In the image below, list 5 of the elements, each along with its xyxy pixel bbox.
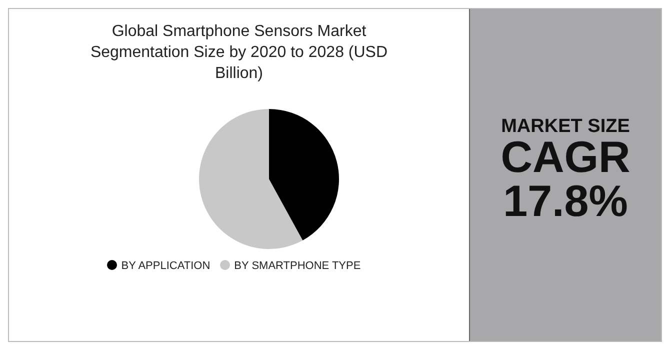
legend-label: BY SMARTPHONE TYPE — [234, 260, 361, 272]
pie-slice — [269, 109, 339, 240]
pie-slice — [199, 109, 303, 249]
chart-title: Global Smartphone Sensors Market Segmentation Size by 2020 to 2028 (USD Billion) — [89, 22, 389, 84]
legend-label: BY APPLICATION — [121, 260, 210, 272]
